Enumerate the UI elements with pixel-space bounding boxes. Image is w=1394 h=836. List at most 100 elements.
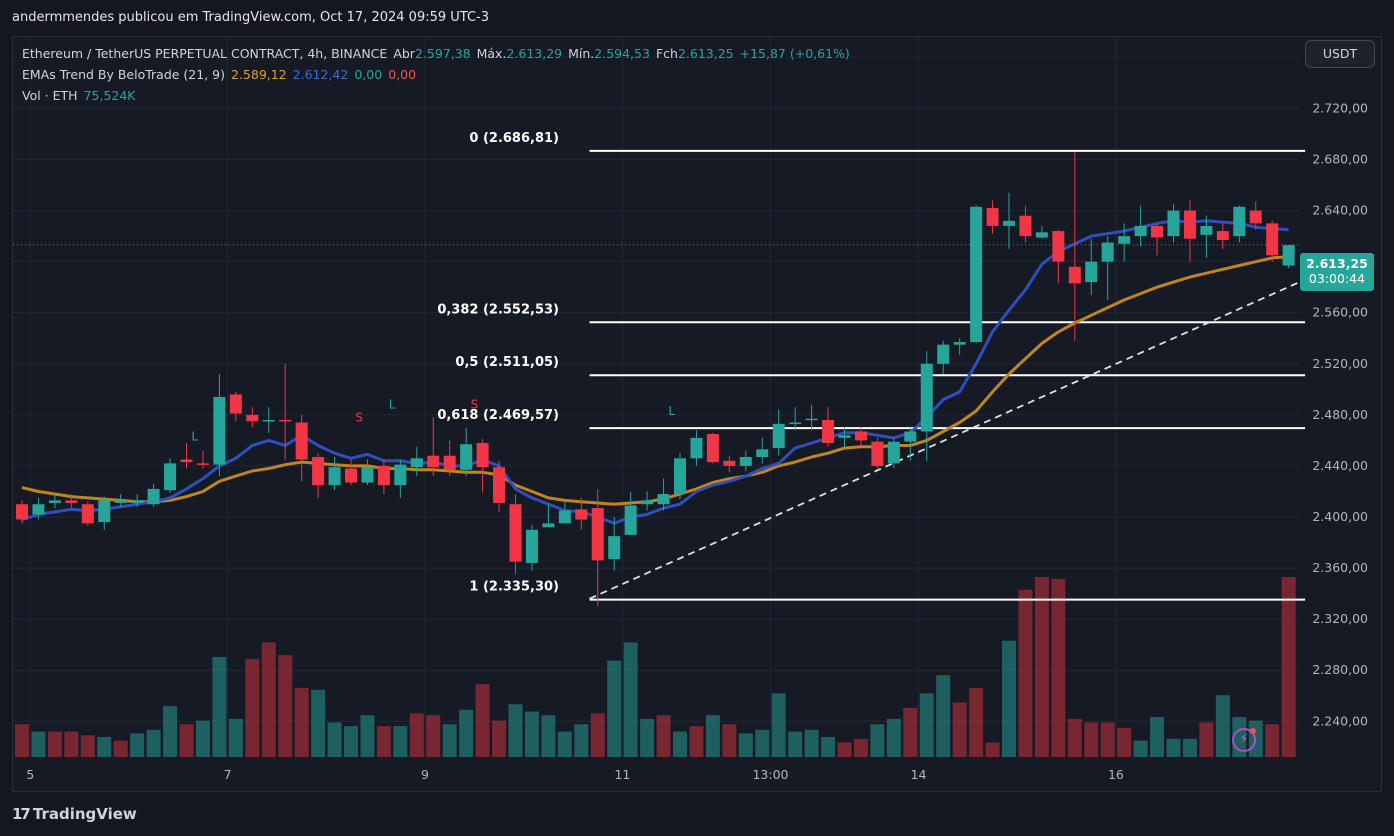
change-value: +15,87 (+0,61%)	[739, 46, 850, 61]
close-value: 2.613,25	[677, 46, 734, 61]
candle-body	[377, 465, 390, 486]
y-tick-label: 2.520,00	[1312, 356, 1368, 371]
volume-bar	[952, 702, 967, 757]
ema-indicator-name[interactable]: EMAs Trend By BeloTrade (21, 9)	[22, 67, 225, 82]
candle-body	[427, 455, 440, 468]
candle-body	[1019, 215, 1032, 237]
volume-bar	[936, 675, 951, 757]
volume-bar	[130, 733, 145, 757]
candle-body	[1151, 225, 1164, 238]
volume-bar	[788, 731, 803, 757]
volume-bar	[1002, 640, 1016, 757]
volume-bar	[985, 742, 1000, 757]
candle-body	[1003, 220, 1015, 226]
candle-body	[723, 460, 736, 466]
volume-indicator-name[interactable]: Vol · ETH	[22, 88, 78, 103]
volume-bar	[376, 726, 391, 757]
signal-marker: S	[355, 410, 363, 424]
low-value: 2.594,53	[594, 46, 650, 61]
candle-body	[1052, 231, 1065, 262]
candle-body	[822, 419, 835, 443]
volume-bar	[409, 713, 424, 757]
candle-body	[838, 435, 851, 438]
volume-bar	[557, 731, 572, 757]
volume-bar	[541, 715, 556, 757]
volume-bar	[31, 731, 46, 757]
candle-body	[262, 419, 275, 422]
candle-body	[48, 500, 61, 503]
x-tick-label: 9	[421, 767, 429, 782]
fib-level-label: 0,5 (2.511,05)	[455, 355, 559, 370]
currency-button[interactable]: USDT	[1305, 40, 1375, 68]
y-tick-label: 2.400,00	[1312, 509, 1368, 524]
volume-bar	[1199, 722, 1214, 757]
candle-body	[657, 494, 670, 505]
volume-bar	[722, 724, 737, 757]
candle-body	[493, 467, 506, 503]
notification-dot	[1250, 728, 1256, 734]
volume-bar	[607, 660, 622, 757]
volume-bar	[755, 729, 770, 757]
volume-bar	[623, 642, 638, 757]
x-tick-label: 7	[224, 767, 232, 782]
lightning-icon[interactable]: ⚡	[1232, 728, 1256, 752]
y-tick-label: 2.240,00	[1312, 713, 1368, 728]
tradingview-logo[interactable]: 17 TradingView	[12, 805, 137, 823]
volume-bar	[311, 689, 326, 757]
candle-body	[443, 455, 456, 470]
last-price-value: 2.613,25	[1306, 256, 1368, 271]
candle-body	[525, 529, 538, 563]
volume-bar	[475, 684, 490, 757]
candle-body	[558, 510, 571, 524]
last-price-tag: 2.613,25 03:00:44	[1300, 253, 1374, 291]
candle-body	[295, 422, 308, 460]
volume-bar	[804, 729, 819, 757]
volume-bar	[179, 724, 194, 757]
candle-body	[920, 363, 933, 432]
ema-value-4: 0,00	[388, 67, 417, 82]
signal-marker: L	[389, 397, 396, 411]
volume-bar	[656, 715, 671, 757]
volume-bar	[426, 715, 441, 757]
ema21-value: 2.589,12	[231, 67, 287, 82]
candle-body	[789, 422, 802, 425]
volume-bar	[80, 735, 95, 757]
candle-body	[361, 467, 374, 483]
volume-bar	[212, 657, 227, 757]
candle-body	[904, 431, 917, 442]
volume-bar	[640, 718, 655, 757]
candle-body	[312, 457, 325, 486]
ema-slow-line	[21, 255, 1289, 506]
volume-bar	[1133, 740, 1148, 757]
candle-body	[986, 208, 999, 226]
x-tick-label: 16	[1108, 767, 1124, 782]
volume-bar	[1067, 718, 1082, 757]
candle-body	[1282, 245, 1295, 266]
volume-bar	[163, 706, 178, 757]
candle-body	[1183, 210, 1196, 239]
volume-bar	[245, 658, 260, 757]
x-tick-label: 14	[911, 767, 927, 782]
candle-body	[1167, 210, 1180, 237]
y-tick-label: 2.320,00	[1312, 611, 1368, 626]
y-tick-label: 2.440,00	[1312, 458, 1368, 473]
candle-body	[394, 464, 407, 486]
candle-body	[180, 459, 193, 463]
chart-frame[interactable]	[12, 36, 1382, 792]
candle-body	[164, 463, 177, 491]
y-tick-label: 2.360,00	[1312, 560, 1368, 575]
volume-bar	[821, 737, 836, 757]
volume-bar	[969, 687, 984, 757]
candle-body	[246, 414, 259, 422]
candle-body	[608, 536, 621, 560]
volume-bar	[113, 740, 128, 757]
open-label: Abr	[393, 46, 415, 61]
candle-body	[279, 419, 292, 422]
candle-body	[213, 397, 226, 465]
ema-value-3: 0,00	[354, 67, 383, 82]
close-label: Fch	[655, 46, 678, 61]
symbol-name[interactable]: Ethereum / TetherUS PERPETUAL CONTRACT, …	[22, 46, 388, 61]
tradingview-mark-icon: 17	[12, 805, 31, 823]
candle-body	[887, 441, 900, 464]
